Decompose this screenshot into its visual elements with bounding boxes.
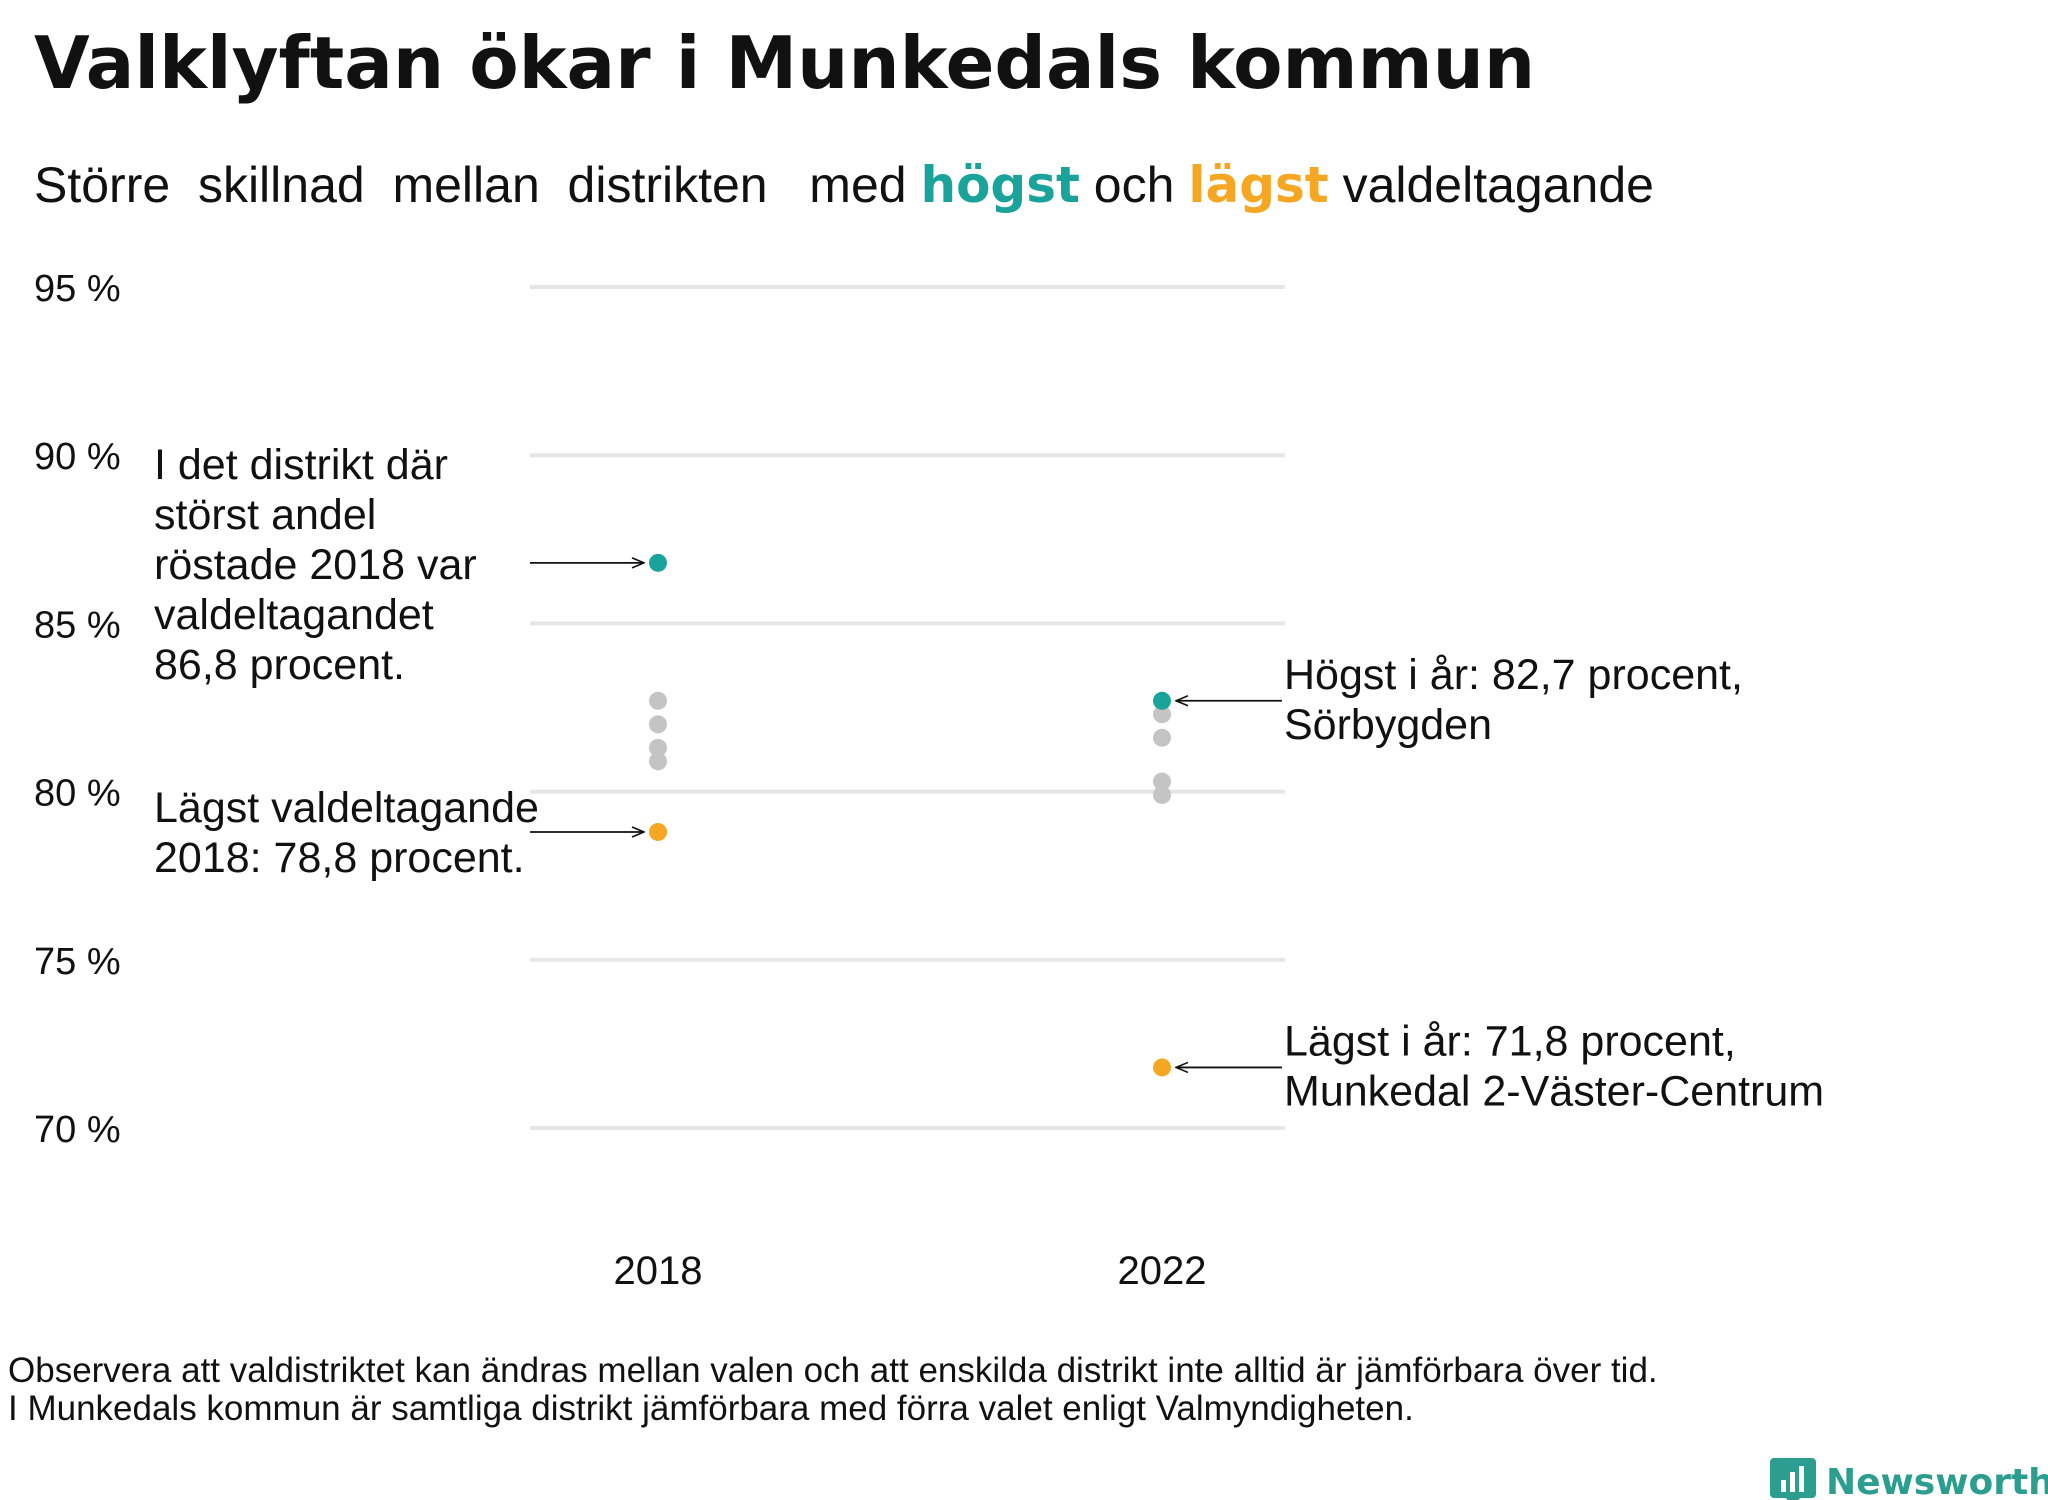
y-tick-label: 75 % [34,941,121,983]
annotation-line: Lägst valdeltagande [154,784,539,832]
annotation-line: Högst i år: 82,7 procent, [1284,651,1743,699]
annotation-3: Högst i år: 82,7 procent,Sörbygden [1284,651,1743,749]
district-point [649,691,667,710]
x-tick-label: 2018 [614,1249,703,1293]
district-point-lowest [649,822,667,841]
annotation-line: Sörbygden [1284,701,1492,749]
district-point [649,752,667,771]
grid-lines [530,285,1285,1130]
subtitle-text-2: och [1094,157,1175,213]
y-axis-tick-labels: 95 % 90 % 85 % 80 % 75 % 70 % [34,268,121,1151]
x-tick-label: 2022 [1118,1249,1207,1293]
chart-subtitle: Större skillnad mellan distrikten med hö… [34,156,1654,214]
district-point-highest [649,553,667,572]
annotation-line: röstade 2018 var [154,541,477,589]
bar-chart-speech-bubble-icon [1770,1458,1816,1500]
annotation-line: Munkedal 2-Väster-Centrum [1284,1067,1824,1115]
chart-title: Valklyftan ökar i Munkedals kommun [34,21,1535,105]
y-tick-label: 95 % [34,268,121,310]
district-point-highest [1153,691,1171,710]
data-points [649,553,1171,1077]
district-point-lowest [1153,1058,1171,1077]
annotation-line: Lägst i år: 71,8 procent, [1284,1017,1736,1065]
district-point [1153,728,1171,747]
annotation-arrows [530,563,1282,1068]
brand-logo: Newsworthy [1770,1458,2048,1500]
footnote-line-2: I Munkedals kommun är samtliga distrikt … [8,1389,1414,1428]
annotation-line: valdeltagandet [154,591,434,639]
district-point [1153,785,1171,804]
y-tick-label: 80 % [34,773,121,815]
annotation-line: 2018: 78,8 procent. [154,834,525,882]
subtitle-text-1: Större skillnad mellan distrikten med [34,157,907,213]
district-point [1153,772,1171,791]
district-point [649,715,667,734]
y-tick-label: 90 % [34,436,121,478]
annotation-line: störst andel [154,491,376,539]
annotation-line: I det distrikt där [154,441,448,489]
y-tick-label: 70 % [34,1109,121,1151]
brand-name: Newsworthy [1826,1462,2048,1500]
y-tick-label: 85 % [34,604,121,646]
annotation-line: 86,8 procent. [154,641,405,689]
x-axis-tick-labels: 2018 2022 [614,1249,1207,1293]
annotation-4: Lägst i år: 71,8 procent,Munkedal 2-Väst… [1284,1017,1824,1115]
subtitle-highest-word: högst [920,156,1079,214]
district-point [649,738,667,757]
footnote-line-1: Observera att valdistriktet kan ändras m… [8,1351,1658,1390]
district-point [1153,705,1171,724]
subtitle-text-3: valdeltagande [1343,157,1654,213]
subtitle-lowest-word: lägst [1188,156,1328,214]
